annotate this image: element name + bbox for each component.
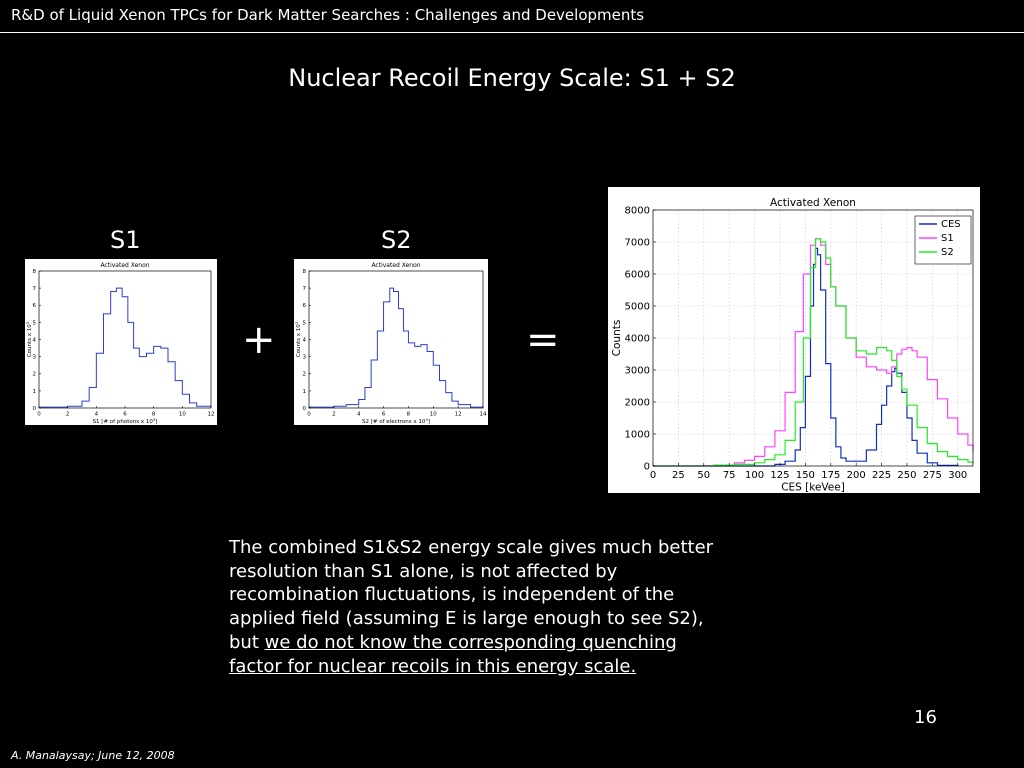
y-tick-label: 2000	[625, 398, 650, 409]
body-text-plain: The combined S1&S2 energy scale gives mu…	[229, 537, 714, 653]
y-tick-label: 7	[303, 286, 307, 292]
series-line	[39, 287, 212, 408]
y-tick-label: 8000	[625, 206, 650, 217]
x-tick-label: 175	[821, 470, 840, 481]
y-tick-label: 2	[303, 372, 307, 378]
x-tick-label: 4	[95, 412, 99, 418]
y-tick-label: 4	[303, 337, 307, 343]
y-tick-label: 6	[33, 303, 37, 309]
footer-author-date: A. Manalaysay; June 12, 2008	[11, 749, 175, 762]
x-tick-label: 275	[923, 470, 942, 481]
x-tick-label: 225	[872, 470, 891, 481]
body-paragraph: The combined S1&S2 energy scale gives mu…	[229, 536, 719, 678]
y-tick-label: 6	[303, 303, 307, 309]
x-axis-label: S1 [# of photons x 103]	[93, 417, 158, 426]
x-tick-label: 300	[948, 470, 967, 481]
x-tick-label: 2	[66, 412, 70, 418]
x-tick-label: 250	[897, 470, 916, 481]
equals-operator: =	[526, 317, 560, 363]
x-tick-label: 75	[723, 470, 736, 481]
x-axis-label: CES [keVee]	[781, 482, 845, 494]
slide-title: Nuclear Recoil Energy Scale: S1 + S2	[288, 64, 736, 92]
x-tick-label: 2	[332, 412, 336, 418]
y-tick-label: 3000	[625, 366, 650, 377]
s2-plot-label: S2	[381, 226, 412, 254]
chart-title: Activated Xenon	[770, 197, 856, 209]
y-axis-label: Counts	[611, 320, 623, 357]
combined-chart-svg: 0 25 50 75 100 125 150 175 200 225 250 275 300010002…	[611, 197, 974, 494]
y-tick-label: 5000	[625, 302, 650, 313]
y-axis-label: Counts x 103	[25, 321, 33, 357]
y-tick-label: 6000	[625, 270, 650, 281]
y-tick-label: 1	[303, 389, 307, 395]
x-tick-label: 0	[307, 412, 311, 418]
x-tick-label: 10	[430, 412, 437, 418]
x-tick-label: 200	[847, 470, 866, 481]
plot-frame	[38, 270, 212, 409]
y-tick-label: 5	[33, 320, 37, 326]
x-tick-label: 10	[179, 412, 186, 418]
y-tick-label: 5	[303, 320, 307, 326]
x-tick-label: 6	[123, 412, 127, 418]
series-line	[309, 287, 484, 408]
x-tick-label: 125	[770, 470, 789, 481]
s2-histogram-chart: 0 2 4 6 8 10 12 14 0 1 2 3 4 5 6 7 8 Activated Xenon S2 [#…	[294, 259, 488, 425]
x-tick-label: 12	[455, 412, 462, 418]
page-number: 16	[914, 707, 937, 728]
x-tick-label: 8	[152, 412, 156, 418]
x-tick-label: 12	[208, 412, 215, 418]
s1-histogram-chart: 0 2 4 6 8 10 12 0 1 2 3 4 5 6 7 8 Activated Xenon S1 [# o…	[25, 259, 217, 425]
legend-label-s2: S2	[941, 247, 954, 258]
y-tick-label: 3	[33, 355, 37, 361]
plus-operator: +	[242, 317, 276, 363]
y-tick-label: 0	[33, 406, 37, 412]
series-line-s2	[653, 238, 974, 467]
legend-label-ces: CES	[941, 219, 961, 230]
s1-plot-label: S1	[110, 226, 141, 254]
y-tick-label: 0	[303, 406, 307, 412]
y-axis-label: Counts x 103	[294, 321, 302, 357]
chart-title: Activated Xenon	[371, 262, 420, 269]
x-tick-label: 0	[37, 412, 41, 418]
y-tick-label: 7000	[625, 238, 650, 249]
x-tick-label: 8	[407, 412, 411, 418]
body-text-underlined: we do not know the corresponding quenchi…	[229, 631, 677, 677]
x-tick-label: 4	[357, 412, 361, 418]
y-tick-label: 4	[33, 337, 37, 343]
x-tick-label: 6	[382, 412, 386, 418]
y-tick-label: 3	[303, 355, 307, 361]
x-tick-label: 50	[697, 470, 710, 481]
x-tick-label: 0	[650, 470, 656, 481]
y-tick-label: 7	[33, 286, 37, 292]
y-tick-label: 0	[644, 462, 650, 473]
series-line-ces	[653, 247, 959, 467]
x-axis-label: S2 [# of electrons x 103]	[362, 417, 430, 426]
y-tick-label: 2	[33, 372, 37, 378]
y-tick-label: 8	[303, 269, 307, 275]
chart-title: Activated Xenon	[100, 262, 149, 269]
x-tick-label: 25	[672, 470, 685, 481]
combined-energy-histogram-chart: 0 25 50 75 100 125 150 175 200 225 250 275 300 0 1000 2…	[608, 187, 980, 493]
x-tick-label: 14	[480, 412, 487, 418]
x-tick-label: 150	[796, 470, 815, 481]
legend-label-s1: S1	[941, 233, 954, 244]
x-tick-label: 100	[745, 470, 764, 481]
header-title: R&D of Liquid Xenon TPCs for Dark Matter…	[11, 6, 645, 24]
y-tick-label: 1	[33, 389, 37, 395]
header-divider	[0, 32, 1024, 33]
y-tick-label: 8	[33, 269, 37, 275]
y-tick-label: 1000	[625, 430, 650, 441]
y-tick-label: 4000	[625, 334, 650, 345]
